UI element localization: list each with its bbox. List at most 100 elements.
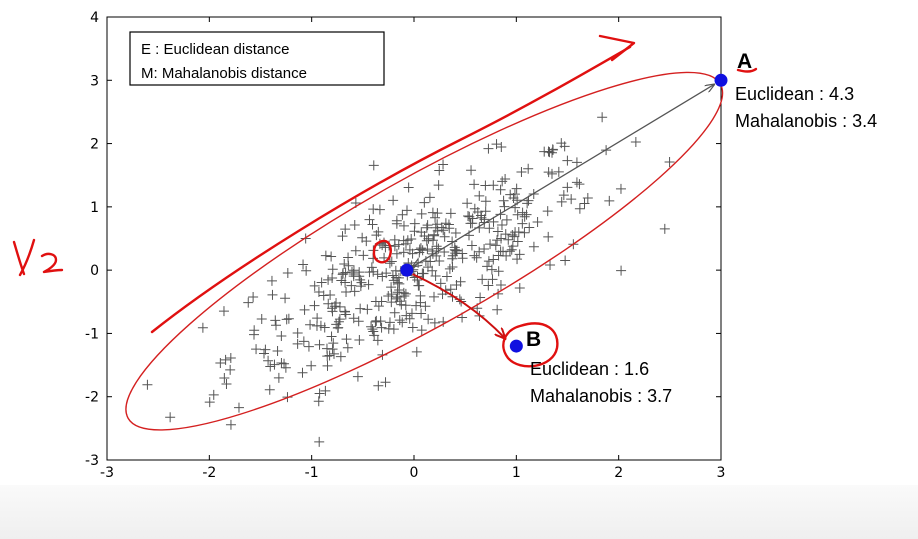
scatter-point xyxy=(364,214,375,225)
x-tick-label: -2 xyxy=(202,465,216,481)
scatter-point xyxy=(340,267,351,278)
scatter-point xyxy=(403,182,414,193)
y-tick-label: 3 xyxy=(90,73,99,89)
scatter-point xyxy=(475,292,486,303)
scatter-point xyxy=(424,192,435,203)
scatter-point xyxy=(498,195,509,206)
scatter-point xyxy=(292,327,303,338)
scatter-point xyxy=(389,307,400,318)
scatter-point xyxy=(364,267,375,278)
scatter-point xyxy=(429,317,440,328)
scatter-point xyxy=(462,198,473,209)
scatter-point xyxy=(392,277,403,288)
scatter-point xyxy=(273,372,284,383)
scatter-point xyxy=(327,264,338,275)
scatter-point xyxy=(398,247,409,258)
scatter-point xyxy=(260,344,271,355)
scatter-point xyxy=(373,380,384,391)
scatter-point xyxy=(328,338,339,349)
scatter-point xyxy=(400,238,411,249)
scatter-point xyxy=(292,338,303,349)
scatter-point xyxy=(243,297,254,308)
scatter-point xyxy=(249,325,260,336)
scatter-point xyxy=(400,288,411,299)
scatter-point xyxy=(370,316,381,327)
scatter-point xyxy=(348,313,359,324)
scatter-point xyxy=(283,313,294,324)
scatter-point xyxy=(264,384,275,395)
scatter-point xyxy=(528,241,539,252)
scatter-point xyxy=(343,252,354,263)
scatter-point xyxy=(492,304,503,315)
scatter-point xyxy=(323,274,334,285)
point-b-mahalanobis: Mahalanobis : 3.7 xyxy=(530,386,672,406)
scatter-point xyxy=(411,346,422,357)
scatter-point xyxy=(480,206,491,217)
scatter-point xyxy=(309,280,320,291)
scatter-point xyxy=(336,275,347,286)
scatter-point xyxy=(142,379,153,390)
scatter-point xyxy=(251,344,262,355)
scatter-point xyxy=(372,335,383,346)
scatter-point xyxy=(301,265,312,276)
scatter-point xyxy=(305,319,316,330)
scatter-point xyxy=(421,222,432,233)
scatter-point xyxy=(269,359,280,370)
scatter-point xyxy=(366,321,377,332)
scatter-point xyxy=(279,358,290,369)
scatter-point xyxy=(233,402,244,413)
point-b xyxy=(509,339,523,353)
scatter-point xyxy=(439,231,450,242)
scatter-point xyxy=(391,248,402,259)
scatter-point xyxy=(220,354,231,365)
x-axis-ticks: -3 -2 -1 0 1 2 3 xyxy=(100,17,725,481)
scatter-point xyxy=(519,211,530,222)
scatter-point xyxy=(258,348,269,359)
scatter-point xyxy=(282,267,293,278)
ellipse-outline xyxy=(125,71,724,431)
scatter-point xyxy=(597,112,608,123)
scatter-point xyxy=(388,195,399,206)
scatter-point xyxy=(407,322,418,333)
scatter-point xyxy=(298,336,309,347)
scatter-point xyxy=(326,331,337,342)
scatter-point xyxy=(322,360,333,371)
legend: E : Euclidean distance M: Mahalanobis di… xyxy=(129,31,385,86)
scatter-point xyxy=(480,180,491,191)
scatter-point xyxy=(477,274,488,285)
point-a-euclidean: Euclidean : 4.3 xyxy=(735,84,854,104)
scatter-point xyxy=(630,137,641,148)
scatter-point xyxy=(430,212,441,223)
scatter-point xyxy=(479,244,490,255)
y-tick-label: -1 xyxy=(85,326,99,342)
scatter-point xyxy=(276,330,287,341)
scatter-point xyxy=(495,184,506,195)
scatter-point xyxy=(380,377,391,388)
y-axis-ticks: -3 -2 -1 0 1 2 3 4 xyxy=(85,10,721,469)
y-tick-label: 2 xyxy=(90,137,99,153)
scatter-point xyxy=(218,306,229,317)
scatter-point xyxy=(415,243,426,254)
scatter-point xyxy=(306,360,317,371)
legend-entry-euclidean: E : Euclidean distance xyxy=(141,41,289,58)
covariance-ellipse xyxy=(125,71,724,431)
scatter-point xyxy=(346,280,357,291)
scatter-point xyxy=(430,271,441,282)
handwritten-underline-a xyxy=(736,67,758,73)
scatter-point xyxy=(400,300,411,311)
scatter-point xyxy=(316,277,327,288)
scatter-point xyxy=(391,218,402,229)
scatter-point xyxy=(401,205,412,216)
scatter-point xyxy=(445,284,456,295)
scatter-point xyxy=(339,258,350,269)
scatter-point xyxy=(466,240,477,251)
scatter-point xyxy=(368,326,379,337)
scatter-point xyxy=(615,183,626,194)
scatter-point xyxy=(337,269,348,280)
scatter-point xyxy=(356,277,367,288)
scatter-point xyxy=(447,262,458,273)
legend-box xyxy=(129,31,385,86)
scatter-point xyxy=(389,241,400,252)
scatter-point xyxy=(368,160,379,171)
scatter-point xyxy=(419,197,430,208)
